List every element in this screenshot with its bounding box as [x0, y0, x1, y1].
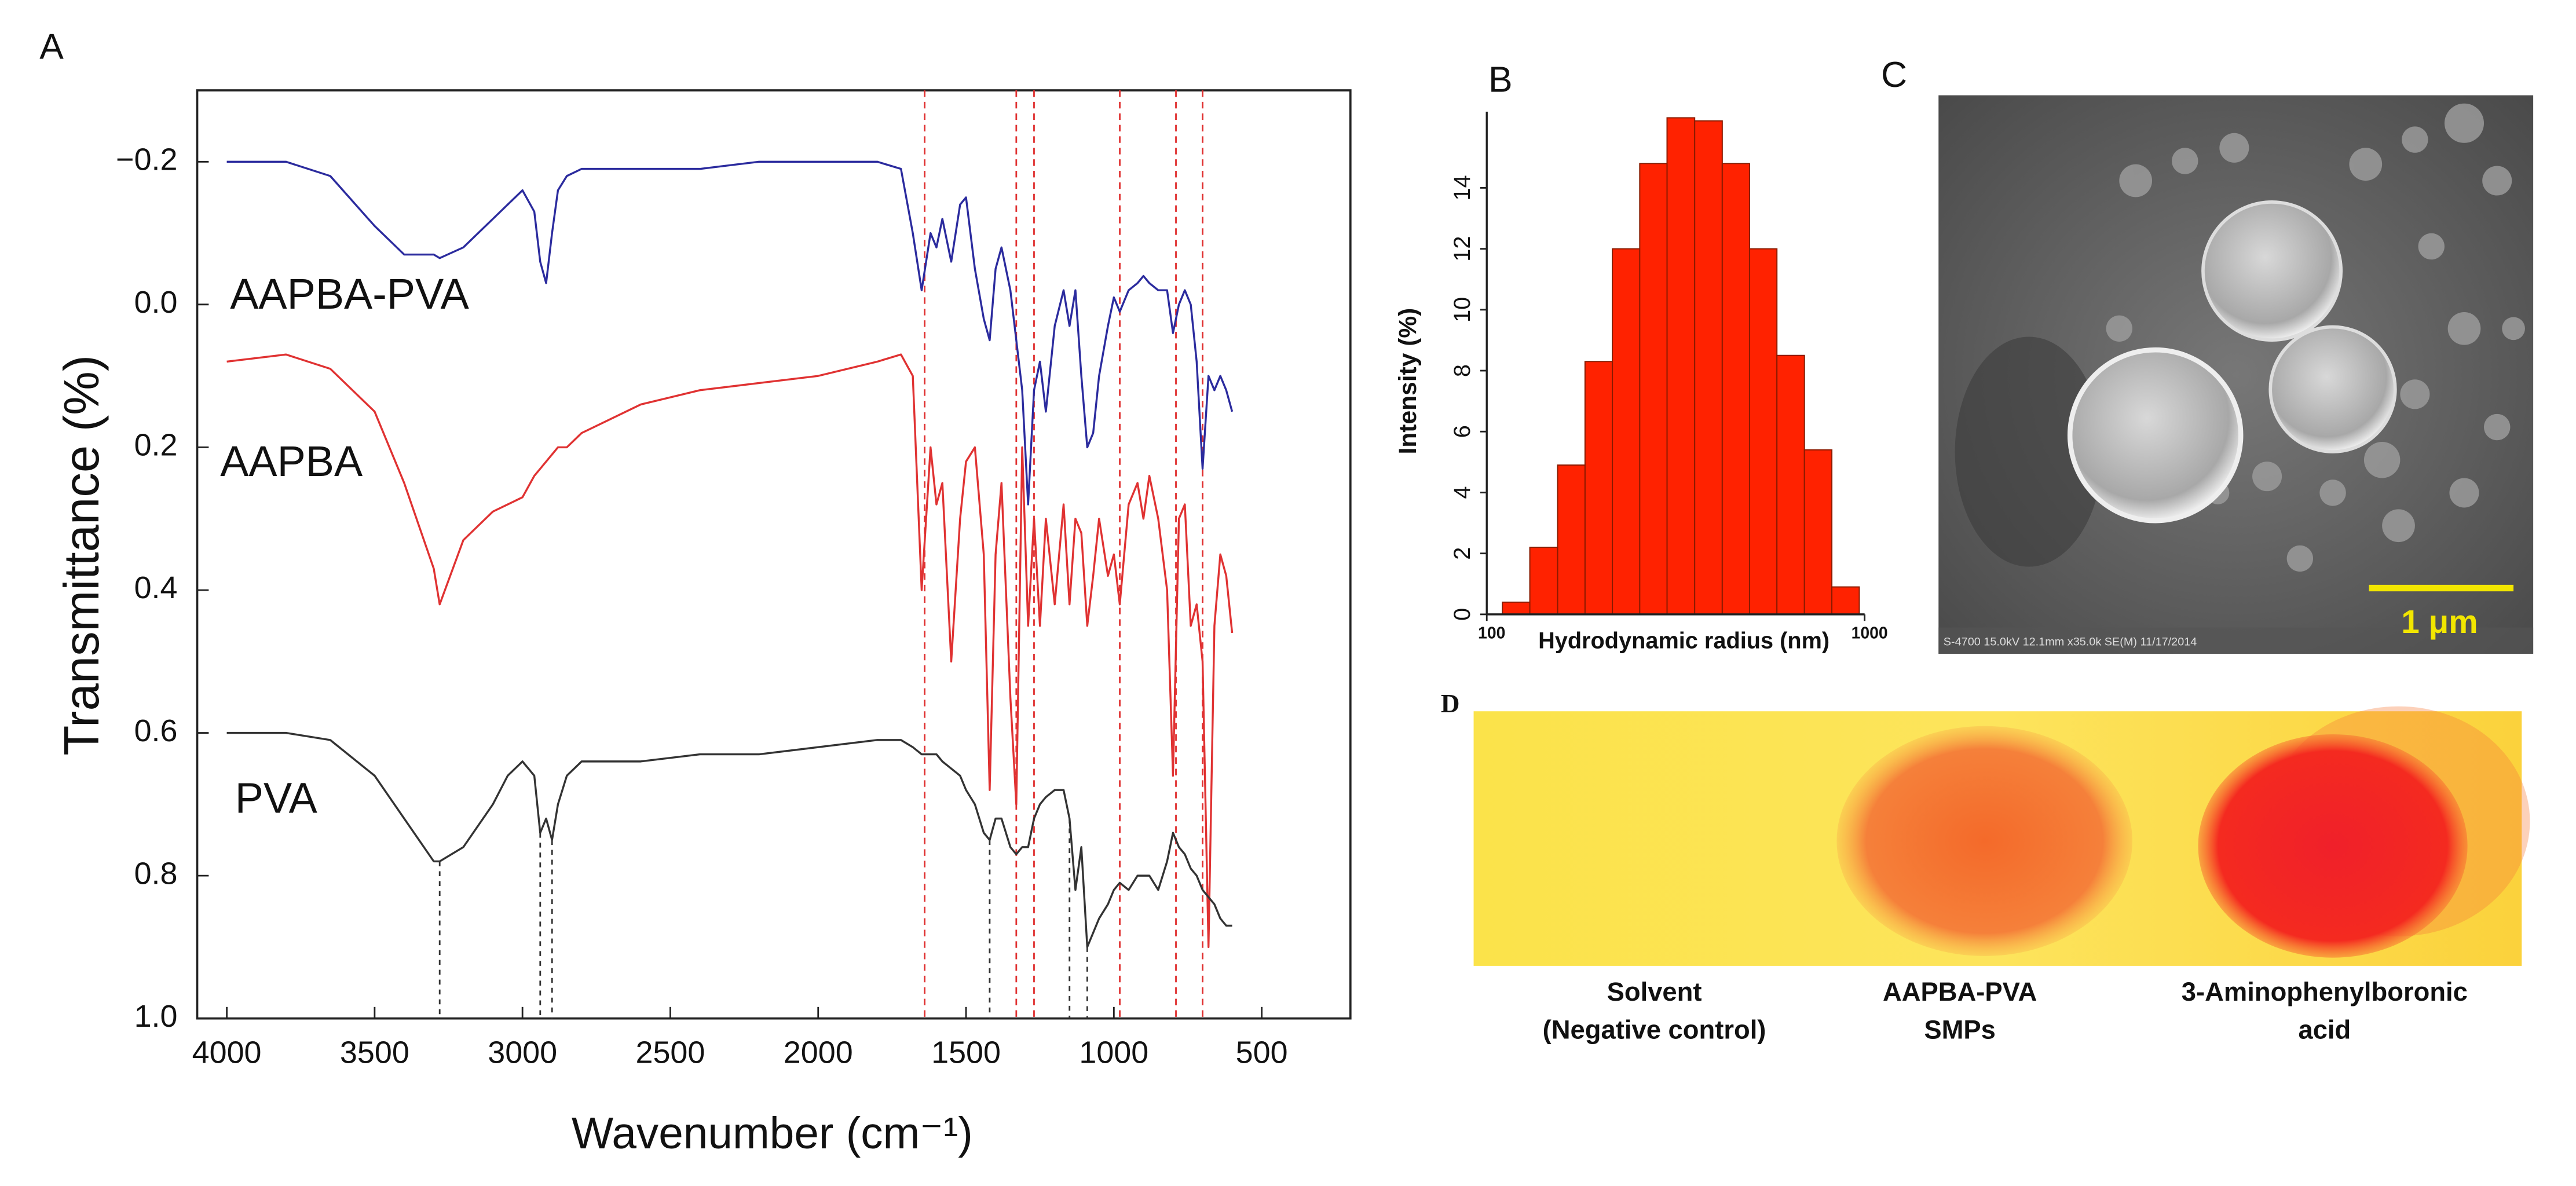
series-label: AAPBA-PVA [230, 270, 469, 318]
panel-label: C [1881, 55, 1907, 95]
series-label: AAPBA [220, 437, 363, 485]
histogram-bar [1694, 120, 1723, 615]
x-tick-label: 1000 [1079, 1035, 1148, 1070]
series-line [226, 160, 1234, 506]
sem-image [1938, 95, 2534, 654]
x-tick-label: 3000 [488, 1035, 557, 1070]
y-tick-label: 0.2 [134, 428, 178, 463]
panel-label: D [1441, 689, 1460, 718]
spot-label: AAPBA-PVA [1883, 977, 2037, 1006]
histogram-bar [1502, 601, 1531, 615]
spot-label: 3-Aminophenylboronic [2182, 977, 2468, 1006]
y-tick-label: 0.0 [134, 285, 178, 320]
y-tick-label: 10 [1450, 297, 1475, 323]
histogram-bar [1639, 163, 1668, 615]
x-tick-label: 3500 [340, 1035, 409, 1070]
y-tick-label: 1.0 [134, 999, 178, 1034]
histogram-bar [1776, 354, 1805, 615]
y-tick-label: 0.4 [134, 570, 178, 605]
histogram-bar [1584, 361, 1613, 615]
y-tick-label: 6 [1450, 425, 1475, 438]
scale-bar-label: 1 μm [2401, 604, 2478, 640]
histogram-bar [1557, 464, 1586, 615]
y-tick-label: 8 [1450, 364, 1475, 377]
y-tick-label: 0 [1450, 608, 1475, 621]
x-tick-label: 1500 [931, 1035, 1001, 1070]
series-label: PVA [235, 774, 318, 822]
plot-frame [196, 89, 1352, 1020]
y-tick-label: 0.6 [134, 713, 178, 748]
sem-caption: S-4700 15.0kV 12.1mm x35.0k SE(M) 11/17/… [1944, 635, 2197, 648]
panel-label: A [39, 27, 64, 67]
histogram-bar [1612, 248, 1641, 615]
spot-label: Solvent [1607, 977, 1702, 1006]
y-axis-title: Transmittance (%) [54, 355, 109, 756]
y-axis-title: Intensity (%) [1394, 308, 1422, 455]
x-tick-label: 2500 [636, 1035, 705, 1070]
y-tick-label: 12 [1450, 236, 1475, 262]
x-tick-label: 100 [1478, 624, 1505, 642]
series-line [226, 353, 1234, 949]
panel-label: B [1488, 60, 1513, 100]
x-tick-label: 2000 [784, 1035, 853, 1070]
histogram-bar [1721, 163, 1750, 615]
x-tick-label: 4000 [192, 1035, 262, 1070]
test-strip [1473, 706, 2530, 966]
spot-label: acid [2298, 1015, 2351, 1044]
x-axis-title: Hydrodynamic radius (nm) [1538, 628, 1829, 654]
histogram-bar [1831, 586, 1860, 615]
series-line [226, 731, 1232, 949]
y-tick-label: 2 [1450, 547, 1475, 560]
spot-label: SMPs [1924, 1015, 1996, 1044]
x-tick-label: 1000 [1851, 624, 1888, 642]
histogram-bar [1529, 547, 1558, 615]
y-tick-label: 4 [1450, 486, 1475, 499]
y-tick-label: −0.2 [116, 142, 177, 177]
y-tick-label: 14 [1450, 175, 1475, 200]
histogram-bar [1803, 449, 1833, 615]
histogram-bar [1666, 117, 1696, 615]
histogram-bar [1748, 248, 1778, 615]
y-tick-label: 0.8 [134, 856, 178, 891]
spot-label: (Negative control) [1543, 1015, 1766, 1044]
x-axis-title: Wavenumber (cm⁻¹) [572, 1109, 973, 1158]
x-tick-label: 500 [1236, 1035, 1288, 1070]
